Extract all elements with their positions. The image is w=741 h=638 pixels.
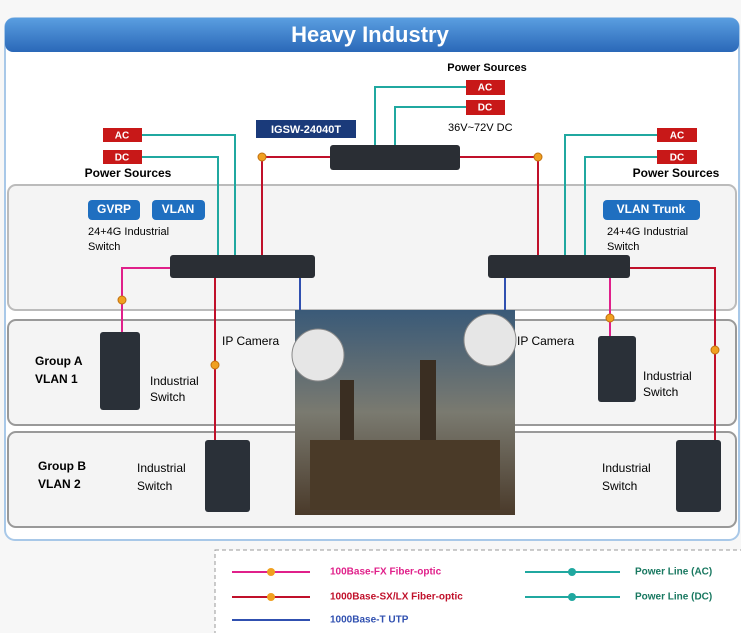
ac-label: AC — [478, 83, 492, 94]
dc-label: DC — [115, 153, 129, 164]
tag: VLAN Trunk — [617, 202, 686, 216]
legend-marker — [267, 593, 275, 601]
power-label: Power Sources — [447, 62, 526, 74]
group-name: VLAN 1 — [35, 372, 78, 386]
switch-label: Switch — [150, 390, 185, 404]
legend-marker — [568, 593, 576, 601]
camera-label: IP Camera — [222, 334, 279, 348]
group-name: VLAN 2 — [38, 477, 81, 491]
switch-label: Switch — [602, 479, 637, 493]
title: Heavy Industry — [291, 22, 449, 47]
legend-text: Power Line (DC) — [635, 592, 712, 603]
model: IGSW-24040T — [271, 124, 341, 136]
ac-label: AC — [670, 131, 684, 142]
legend-text: 1000Base-SX/LX Fiber-optic — [330, 592, 463, 603]
legend-text: 1000Base-T UTP — [330, 615, 409, 626]
switch-label: Industrial — [137, 461, 186, 475]
legend-marker — [568, 568, 576, 576]
switch-label: Switch — [643, 385, 678, 399]
power-label: Power Sources — [85, 166, 172, 180]
switch-label: 24+4G Industrial — [607, 226, 688, 238]
switch-label: Industrial — [643, 369, 692, 383]
voltage: 36V~72V DC — [448, 122, 513, 134]
switch-label: 24+4G Industrial — [88, 226, 169, 238]
switch-label: Switch — [607, 241, 639, 253]
tag: VLAN — [162, 202, 195, 216]
tag: GVRP — [97, 202, 131, 216]
switch-label: Switch — [137, 479, 172, 493]
power-label: Power Sources — [633, 166, 720, 180]
group-name: Group B — [38, 459, 86, 473]
switch-label: Switch — [88, 241, 120, 253]
switch-label: Industrial — [602, 461, 651, 475]
dc-label: DC — [478, 103, 492, 114]
group-name: Group A — [35, 354, 83, 368]
legend-text: 100Base-FX Fiber-optic — [330, 567, 442, 578]
legend-text: Power Line (AC) — [635, 567, 712, 578]
diagram: Heavy Industry Pow — [0, 0, 741, 633]
camera-label: IP Camera — [517, 334, 574, 348]
dc-label: DC — [670, 153, 684, 164]
ac-label: AC — [115, 131, 129, 142]
legend-marker — [267, 568, 275, 576]
switch-label: Industrial — [150, 374, 199, 388]
